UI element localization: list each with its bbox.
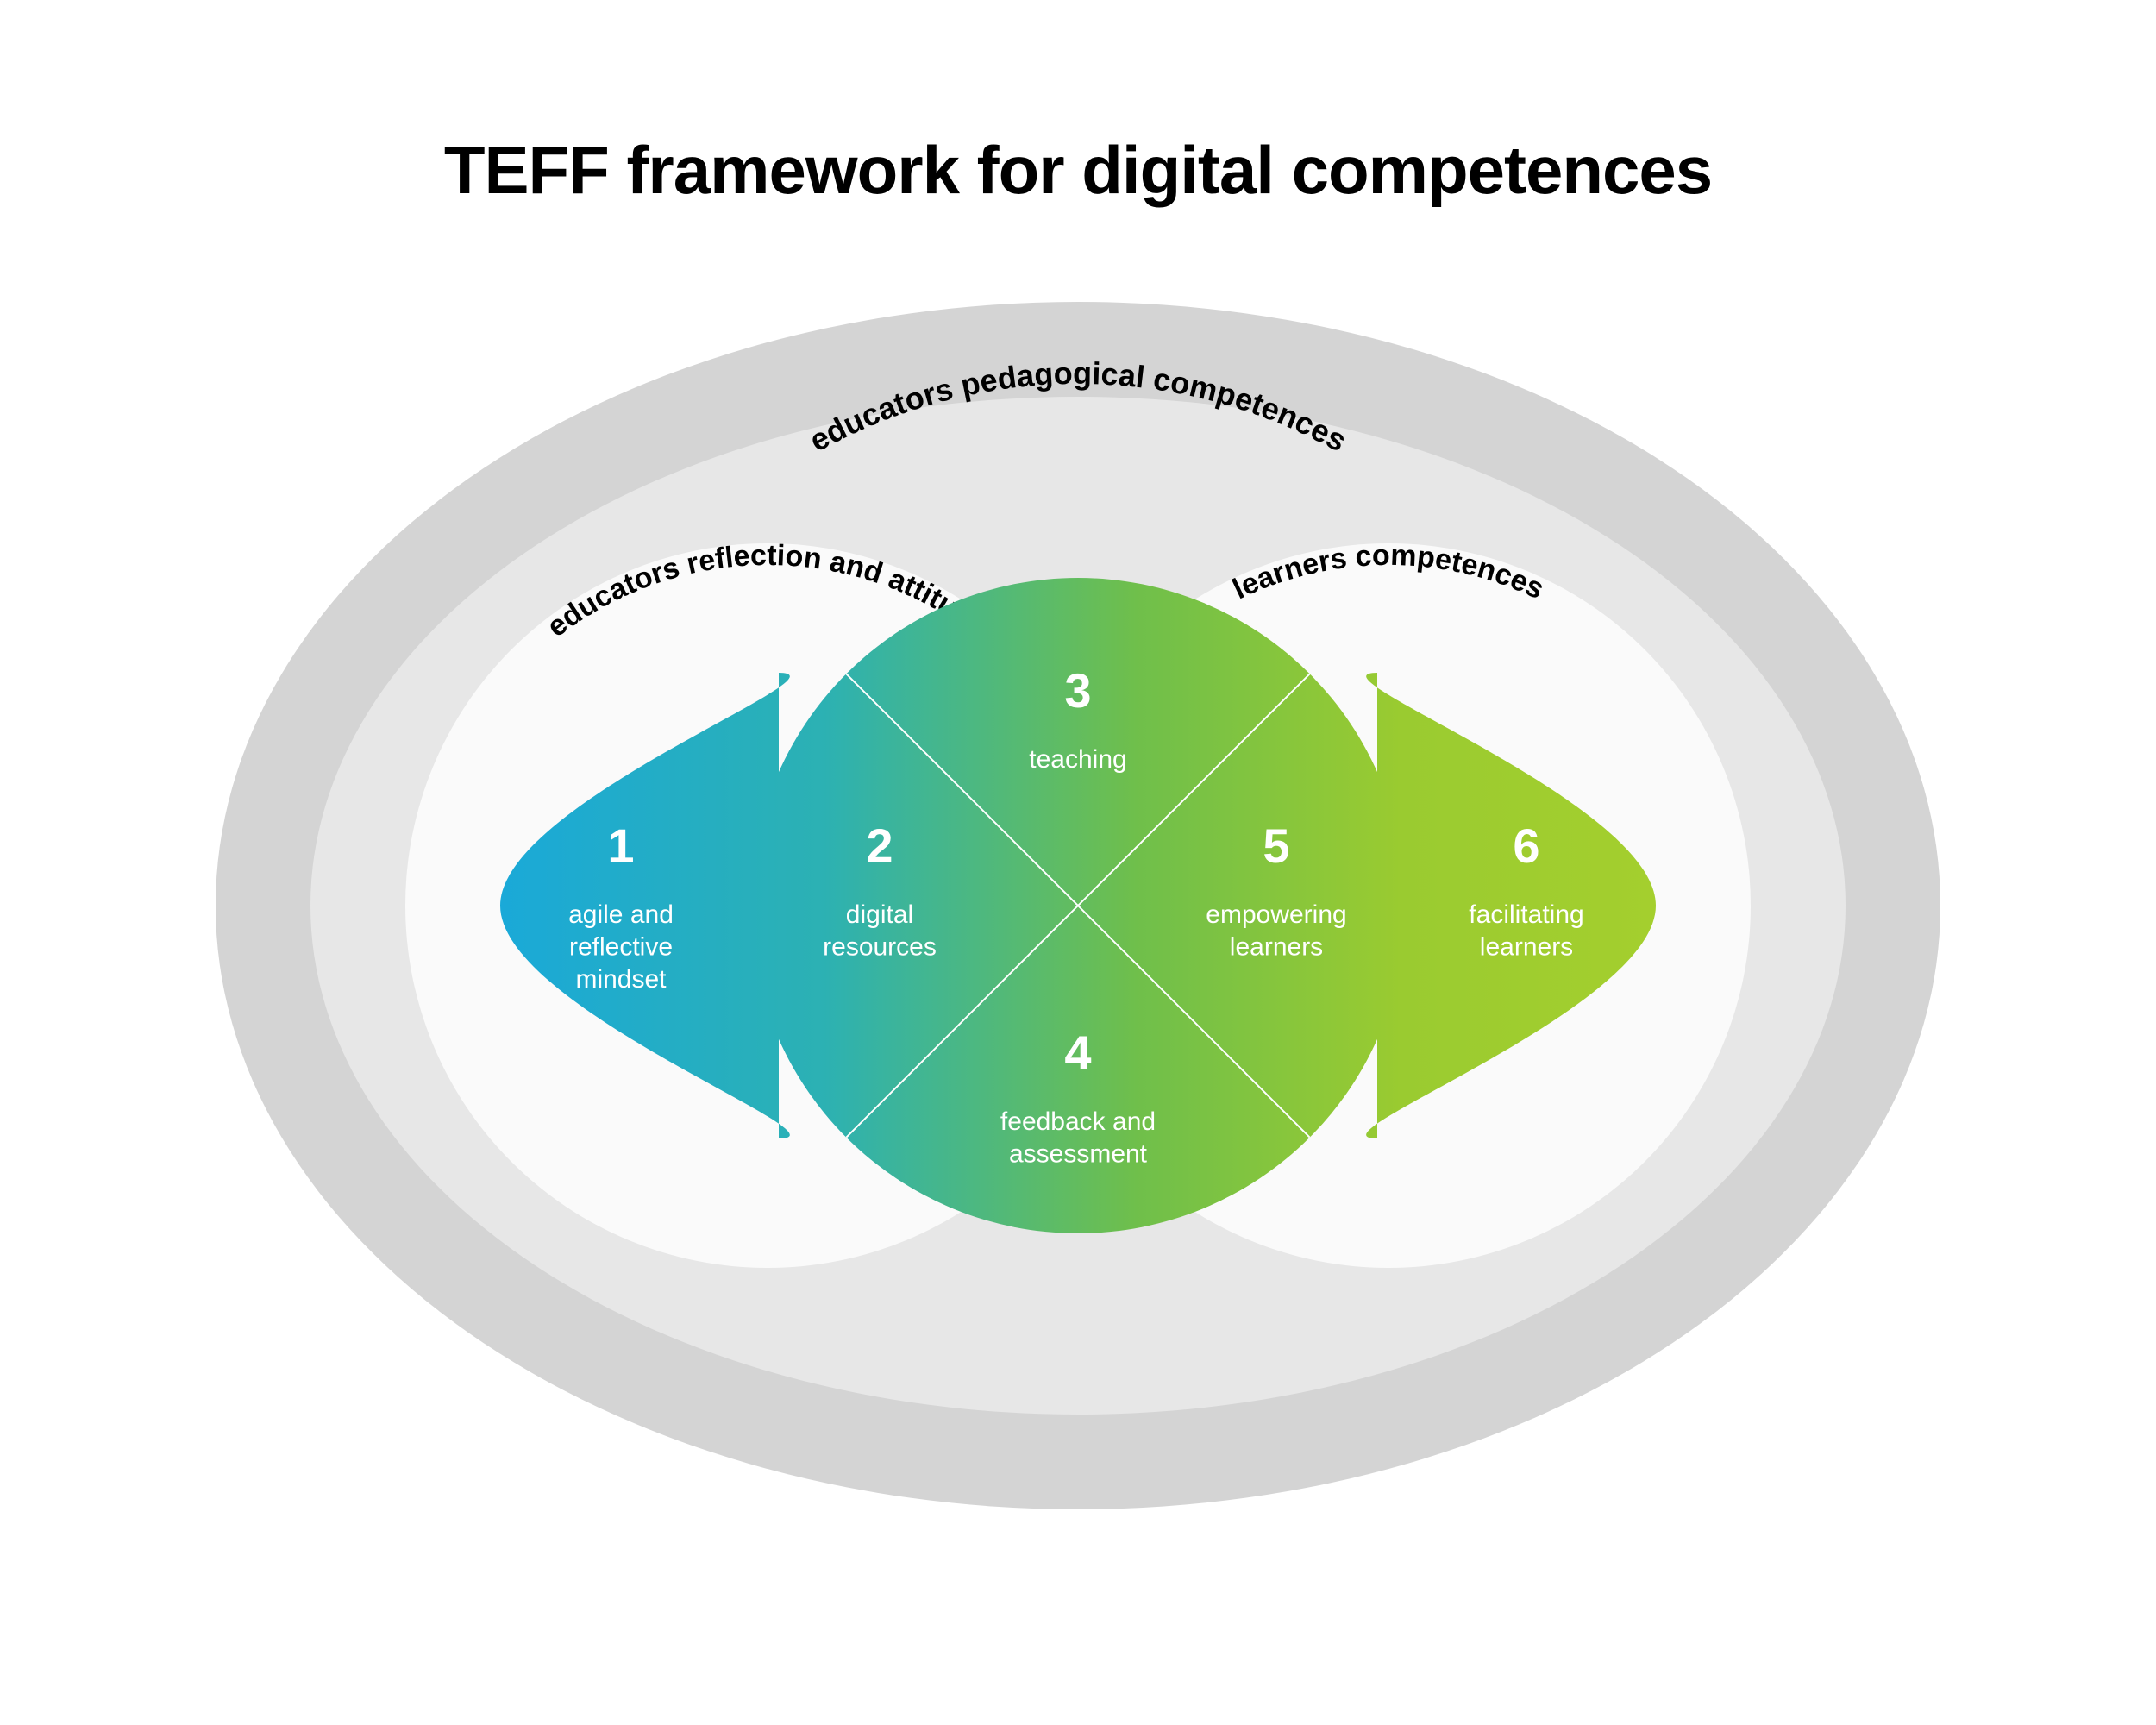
segment-5-number: 5 xyxy=(1263,819,1289,873)
segment-1-number: 1 xyxy=(607,819,634,873)
framework-diagram: educators pedagogical competences educat… xyxy=(129,242,2027,1622)
segment-1-label: agile andreflectivemindset xyxy=(568,900,674,994)
segment-3-number: 3 xyxy=(1064,663,1091,718)
segment-4-number: 4 xyxy=(1064,1026,1091,1080)
segment-2-number: 2 xyxy=(866,819,893,873)
segment-3-label: teaching xyxy=(1029,745,1126,774)
segment-6-number: 6 xyxy=(1513,819,1539,873)
page-title: TEFF framework for digital competences xyxy=(0,131,2156,210)
